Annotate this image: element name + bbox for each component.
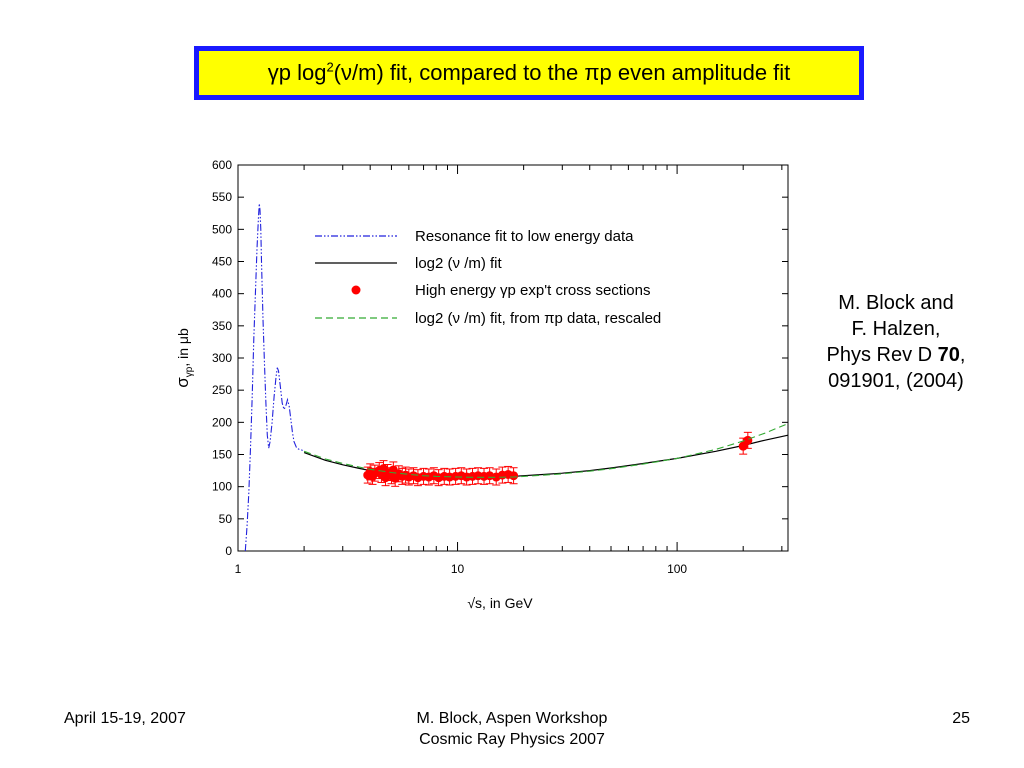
footer-center-line-2: Cosmic Ray Physics 2007 [419,731,605,748]
plot-frame [237,164,789,552]
y-tick-label: 450 [212,255,232,269]
y-tick-label: 150 [212,448,232,462]
legend: Resonance fit to low energy data log2 (ν … [315,228,661,327]
data-point [509,471,519,481]
slide-title-box: γp log2(ν/m) fit, compared to the πp eve… [194,46,864,100]
footer-center: M. Block, Aspen Workshop Cosmic Ray Phys… [362,708,662,750]
footer-center-line-1: M. Block, Aspen Workshop [416,710,608,727]
legend-label-3: log2 (ν /m) fit, from πp data, rescaled [415,310,661,327]
citation: M. Block and F. Halzen, Phys Rev D 70, 0… [796,290,996,394]
y-tick-label: 300 [212,351,232,365]
cross-section-chart: 0 50 100 150 200 250 300 350 400 450 500 550 600 1 10 1… [173,158,789,611]
x-tick-label: 1 [235,562,242,576]
citation-line-3: Phys Rev D 70, [826,344,966,366]
y-tick-label: 50 [219,512,233,526]
series-line-0 [244,203,305,552]
x-tick-label: 10 [451,562,465,576]
y-axis-label: σγp, in μb [173,328,195,388]
series-line-3 [303,423,789,478]
citation-line-4: 091901, (2004) [828,370,964,392]
legend-label-2: High energy γp exp't cross sections [415,282,650,299]
legend-label-1: log2 (ν /m) fit [415,255,503,272]
y-tick-label: 350 [212,319,232,333]
legend-swatch-2 [351,285,361,295]
y-tick-label: 550 [212,190,232,204]
x-axis-label: √s, in GeV [467,595,533,611]
slide-title: γp log2(ν/m) fit, compared to the πp eve… [267,59,791,85]
y-tick-label: 200 [212,415,232,429]
y-tick-label: 400 [212,287,232,301]
legend-label-0: Resonance fit to low energy data [415,228,634,245]
y-tick-label: 500 [212,222,232,236]
data-point [743,435,753,445]
page-number: 25 [952,710,970,727]
y-tick-label: 600 [212,158,232,172]
footer-date: April 15-19, 2007 [64,710,186,727]
x-tick-label: 100 [667,562,687,576]
citation-line-2: F. Halzen, [851,318,941,340]
y-tick-label: 100 [212,480,232,494]
y-tick-label: 250 [212,383,232,397]
citation-line-1: M. Block and [838,292,954,314]
y-tick-label: 0 [225,544,232,558]
